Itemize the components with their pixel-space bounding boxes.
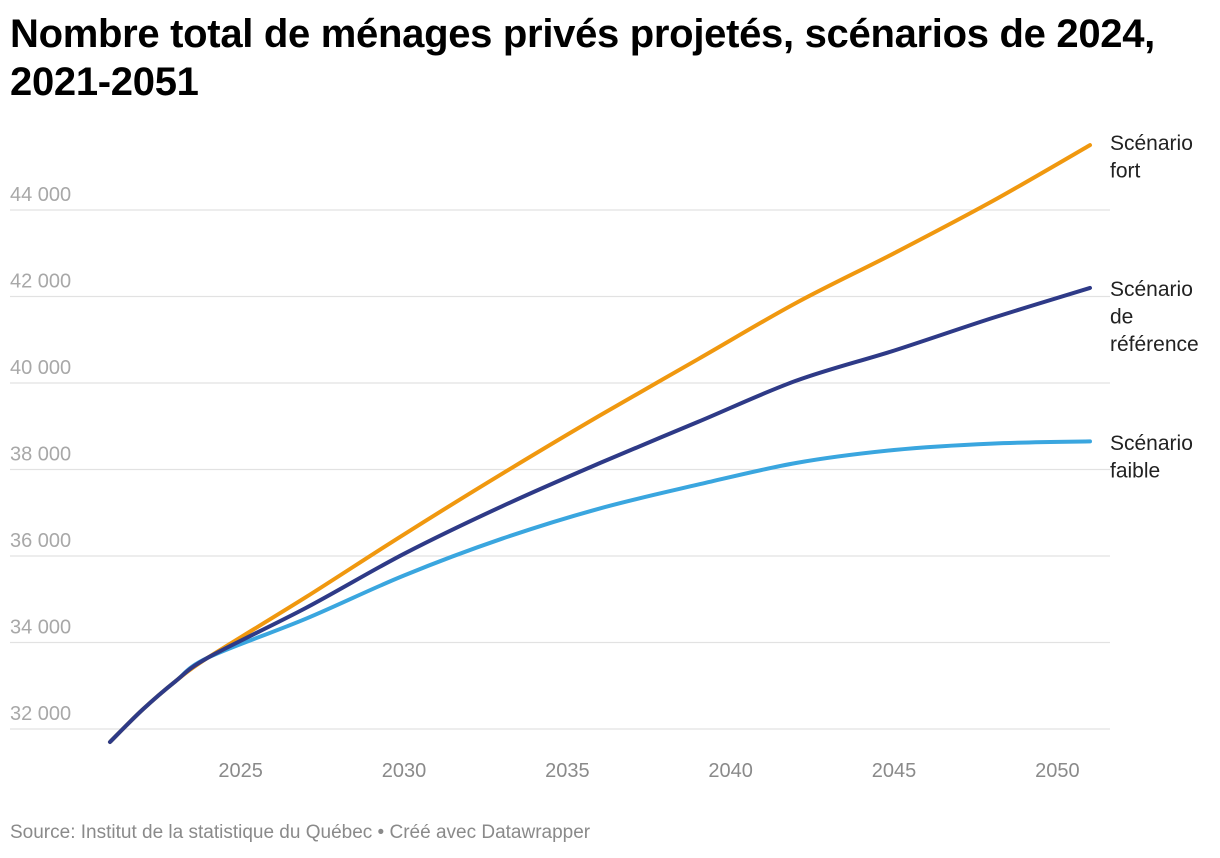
y-tick-label: 38 000 bbox=[10, 444, 71, 466]
series-label-scenario-fort: Scénario fort bbox=[1110, 132, 1193, 183]
series-label-line: faible bbox=[1110, 460, 1160, 483]
y-tick-label: 34 000 bbox=[10, 617, 71, 639]
series-label-line: Scénario bbox=[1110, 278, 1193, 301]
series-labels: Scénario fort Scénario de référence Scénario f… bbox=[1110, 132, 1199, 483]
chart-title: Nombre total de ménages privés projetés,… bbox=[10, 12, 1155, 104]
y-tick-label: 36 000 bbox=[10, 530, 71, 552]
x-tick-label: 2045 bbox=[872, 760, 917, 782]
x-axis-ticks: 2025 2030 2035 2040 2045 2050 bbox=[218, 760, 1079, 782]
y-axis-ticks: 32 000 34 000 36 000 38 000 40 000 42 000 44 0… bbox=[10, 184, 71, 725]
x-tick-label: 2030 bbox=[382, 760, 427, 782]
series-lines bbox=[108, 143, 1092, 744]
x-tick-label: 2035 bbox=[545, 760, 590, 782]
series-line-scenario-de-reference bbox=[108, 285, 1092, 744]
y-tick-label: 40 000 bbox=[10, 357, 71, 379]
series-label-line: de bbox=[1110, 306, 1133, 329]
x-tick-label: 2025 bbox=[218, 760, 263, 782]
y-tick-label: 42 000 bbox=[10, 271, 71, 293]
source-footer: Source: Institut de la statistique du Qu… bbox=[10, 822, 591, 843]
x-tick-label: 2040 bbox=[708, 760, 753, 782]
y-tick-label: 32 000 bbox=[10, 703, 71, 725]
series-label-line: Scénario bbox=[1110, 132, 1193, 155]
y-tick-label: 44 000 bbox=[10, 184, 71, 206]
series-label-scenario-de-reference: Scénario de référence bbox=[1110, 278, 1199, 356]
series-label-scenario-faible: Scénario faible bbox=[1110, 432, 1193, 483]
series-line-scenario-fort bbox=[108, 143, 1092, 744]
series-label-line: référence bbox=[1110, 333, 1199, 356]
series-label-line: fort bbox=[1110, 160, 1141, 183]
series-label-line: Scénario bbox=[1110, 432, 1193, 455]
gridlines bbox=[10, 209, 1110, 730]
x-tick-label: 2050 bbox=[1035, 760, 1080, 782]
series-line-scenario-faible bbox=[108, 439, 1092, 744]
